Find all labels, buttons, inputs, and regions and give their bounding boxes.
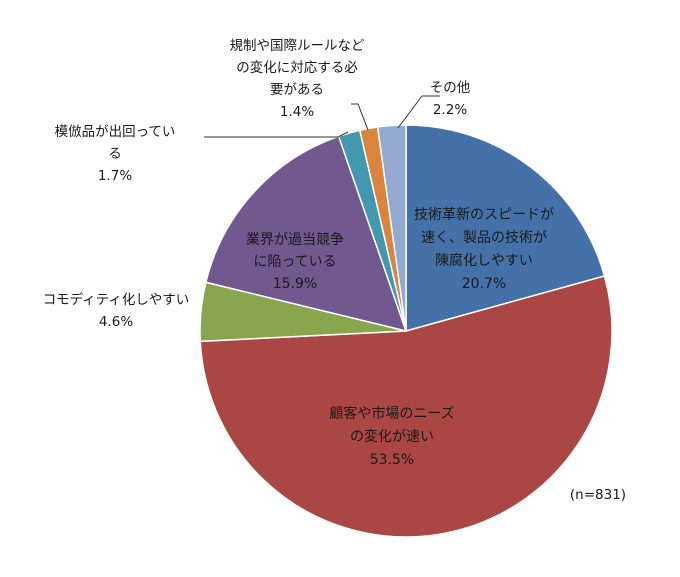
- slice-label-6: その他 2.2%: [430, 80, 471, 118]
- pie-slice-3: [204, 135, 408, 333]
- leader-line-4: [204, 131, 349, 138]
- leader-lines: [204, 95, 440, 138]
- pie-slice-1: [199, 275, 613, 538]
- sample-size-label: (n=831): [570, 487, 626, 503]
- slice-labels: 技術革新のスピードが速く、製品の技術が陳腐化しやすい 20.7% 顧客や市場のニーズ…: [43, 38, 554, 468]
- pie-slice-0: [405, 124, 606, 332]
- slice-label-4: 模倣品が出回っている 1.7%: [55, 124, 176, 184]
- pie-slices: [199, 124, 613, 538]
- slice-label-5: 規制や国際ルールなどの変化に対応する必要がある 1.4%: [230, 38, 365, 120]
- slice-label-0: 技術革新のスピードが速く、製品の技術が陳腐化しやすい 20.7%: [414, 207, 554, 292]
- pie-slice-6: [376, 124, 407, 332]
- slice-label-1: 顧客や市場のニーズの変化が速い 53.5%: [329, 405, 454, 468]
- slice-label-3: 業界が過当競争に陥っている 15.9%: [246, 232, 344, 292]
- leader-line-6: [397, 95, 440, 129]
- leader-line-5: [351, 103, 369, 131]
- slice-label-2: コモディティ化しやすい 4.6%: [43, 291, 190, 330]
